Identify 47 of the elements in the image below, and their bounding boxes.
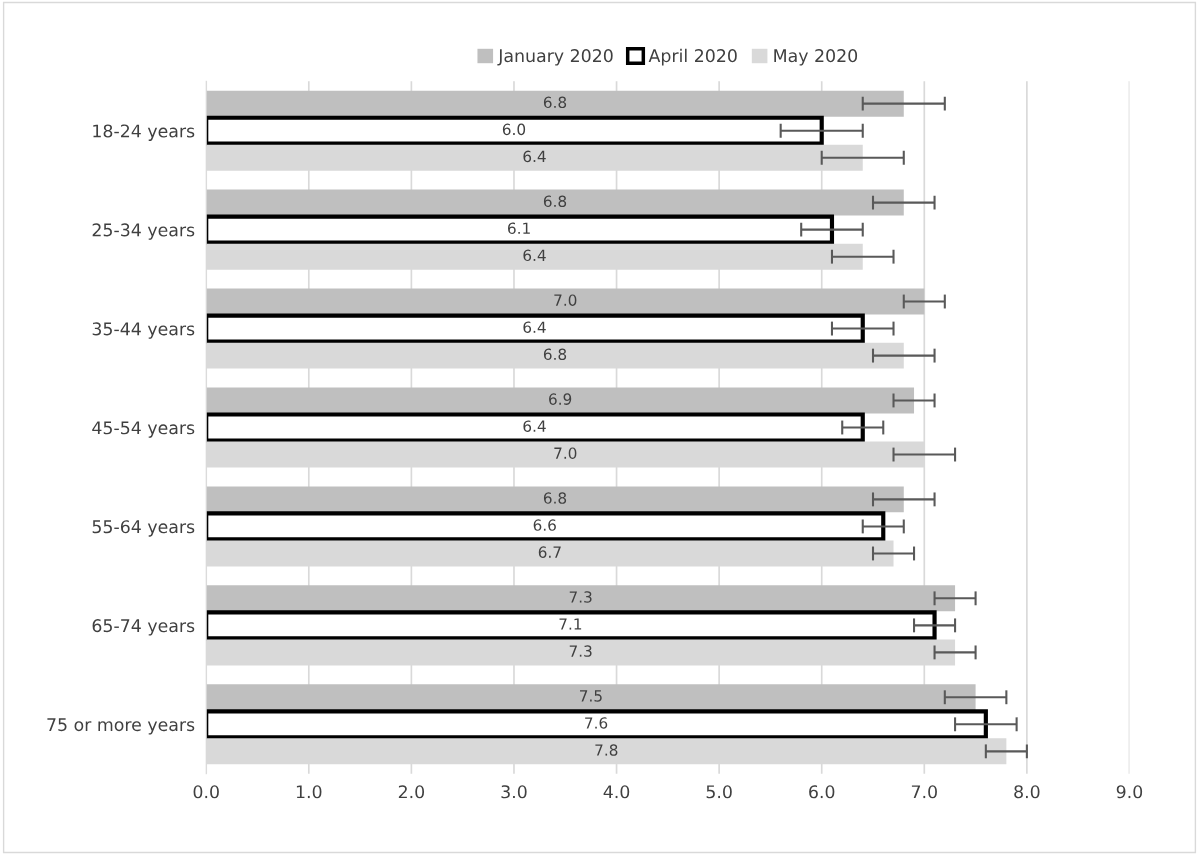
x-tick-label: 2.0 xyxy=(398,785,425,799)
data-label: 7.8 xyxy=(595,744,618,756)
x-tick-label: 1.0 xyxy=(296,785,322,799)
y-tick-label: 35-44 years xyxy=(92,322,195,339)
data-label: 7.5 xyxy=(580,690,602,702)
data-label: 6.8 xyxy=(543,195,567,208)
data-label: 6.7 xyxy=(538,546,561,558)
y-tick-label: 75 or more years xyxy=(47,718,195,735)
data-label: 6.8 xyxy=(543,96,567,109)
bar xyxy=(206,288,925,315)
y-tick-label: 18-24 years xyxy=(93,124,195,141)
data-label: 6.6 xyxy=(533,519,556,531)
bar xyxy=(206,585,956,612)
data-label: 6.9 xyxy=(549,393,572,405)
data-label: 6.8 xyxy=(543,348,567,361)
data-label: 6.4 xyxy=(523,150,546,163)
x-tick-label: 6.0 xyxy=(809,785,835,799)
x-tick-label: 9.0 xyxy=(1116,785,1143,799)
y-tick-label: 65-74 years xyxy=(92,619,195,636)
data-label: 6.4 xyxy=(523,249,546,262)
data-label: 6.1 xyxy=(508,222,530,235)
data-label: 6.0 xyxy=(502,123,526,136)
x-tick-label: 7.0 xyxy=(911,785,937,799)
y-tick-label: 55-64 years xyxy=(92,520,195,537)
data-label: 7.1 xyxy=(559,618,582,630)
x-tick-label: 0.0 xyxy=(193,785,219,799)
x-tick-label: 4.0 xyxy=(603,785,630,799)
data-label: 7.3 xyxy=(569,591,592,603)
x-tick-label: 8.0 xyxy=(1014,785,1040,799)
bar xyxy=(206,684,976,711)
data-label: 6.8 xyxy=(543,492,567,504)
x-tick-label: 5.0 xyxy=(706,785,732,799)
legend-label: May 2020 xyxy=(774,49,858,66)
bar xyxy=(206,90,904,117)
data-label: 7.6 xyxy=(585,717,608,729)
legend-label: January 2020 xyxy=(497,49,613,66)
data-label: 6.4 xyxy=(523,420,546,432)
y-tick-label: 45-54 years xyxy=(92,421,195,438)
x-tick-label: 3.0 xyxy=(501,785,527,799)
bar xyxy=(206,486,904,513)
legend-label: April 2020 xyxy=(648,48,737,66)
data-label: 7.0 xyxy=(554,294,577,306)
data-label: 6.4 xyxy=(523,321,546,333)
data-label: 7.3 xyxy=(569,645,592,657)
bar xyxy=(206,387,915,414)
y-tick-label: 25-34 years xyxy=(92,223,195,240)
data-label: 7.0 xyxy=(554,447,577,459)
